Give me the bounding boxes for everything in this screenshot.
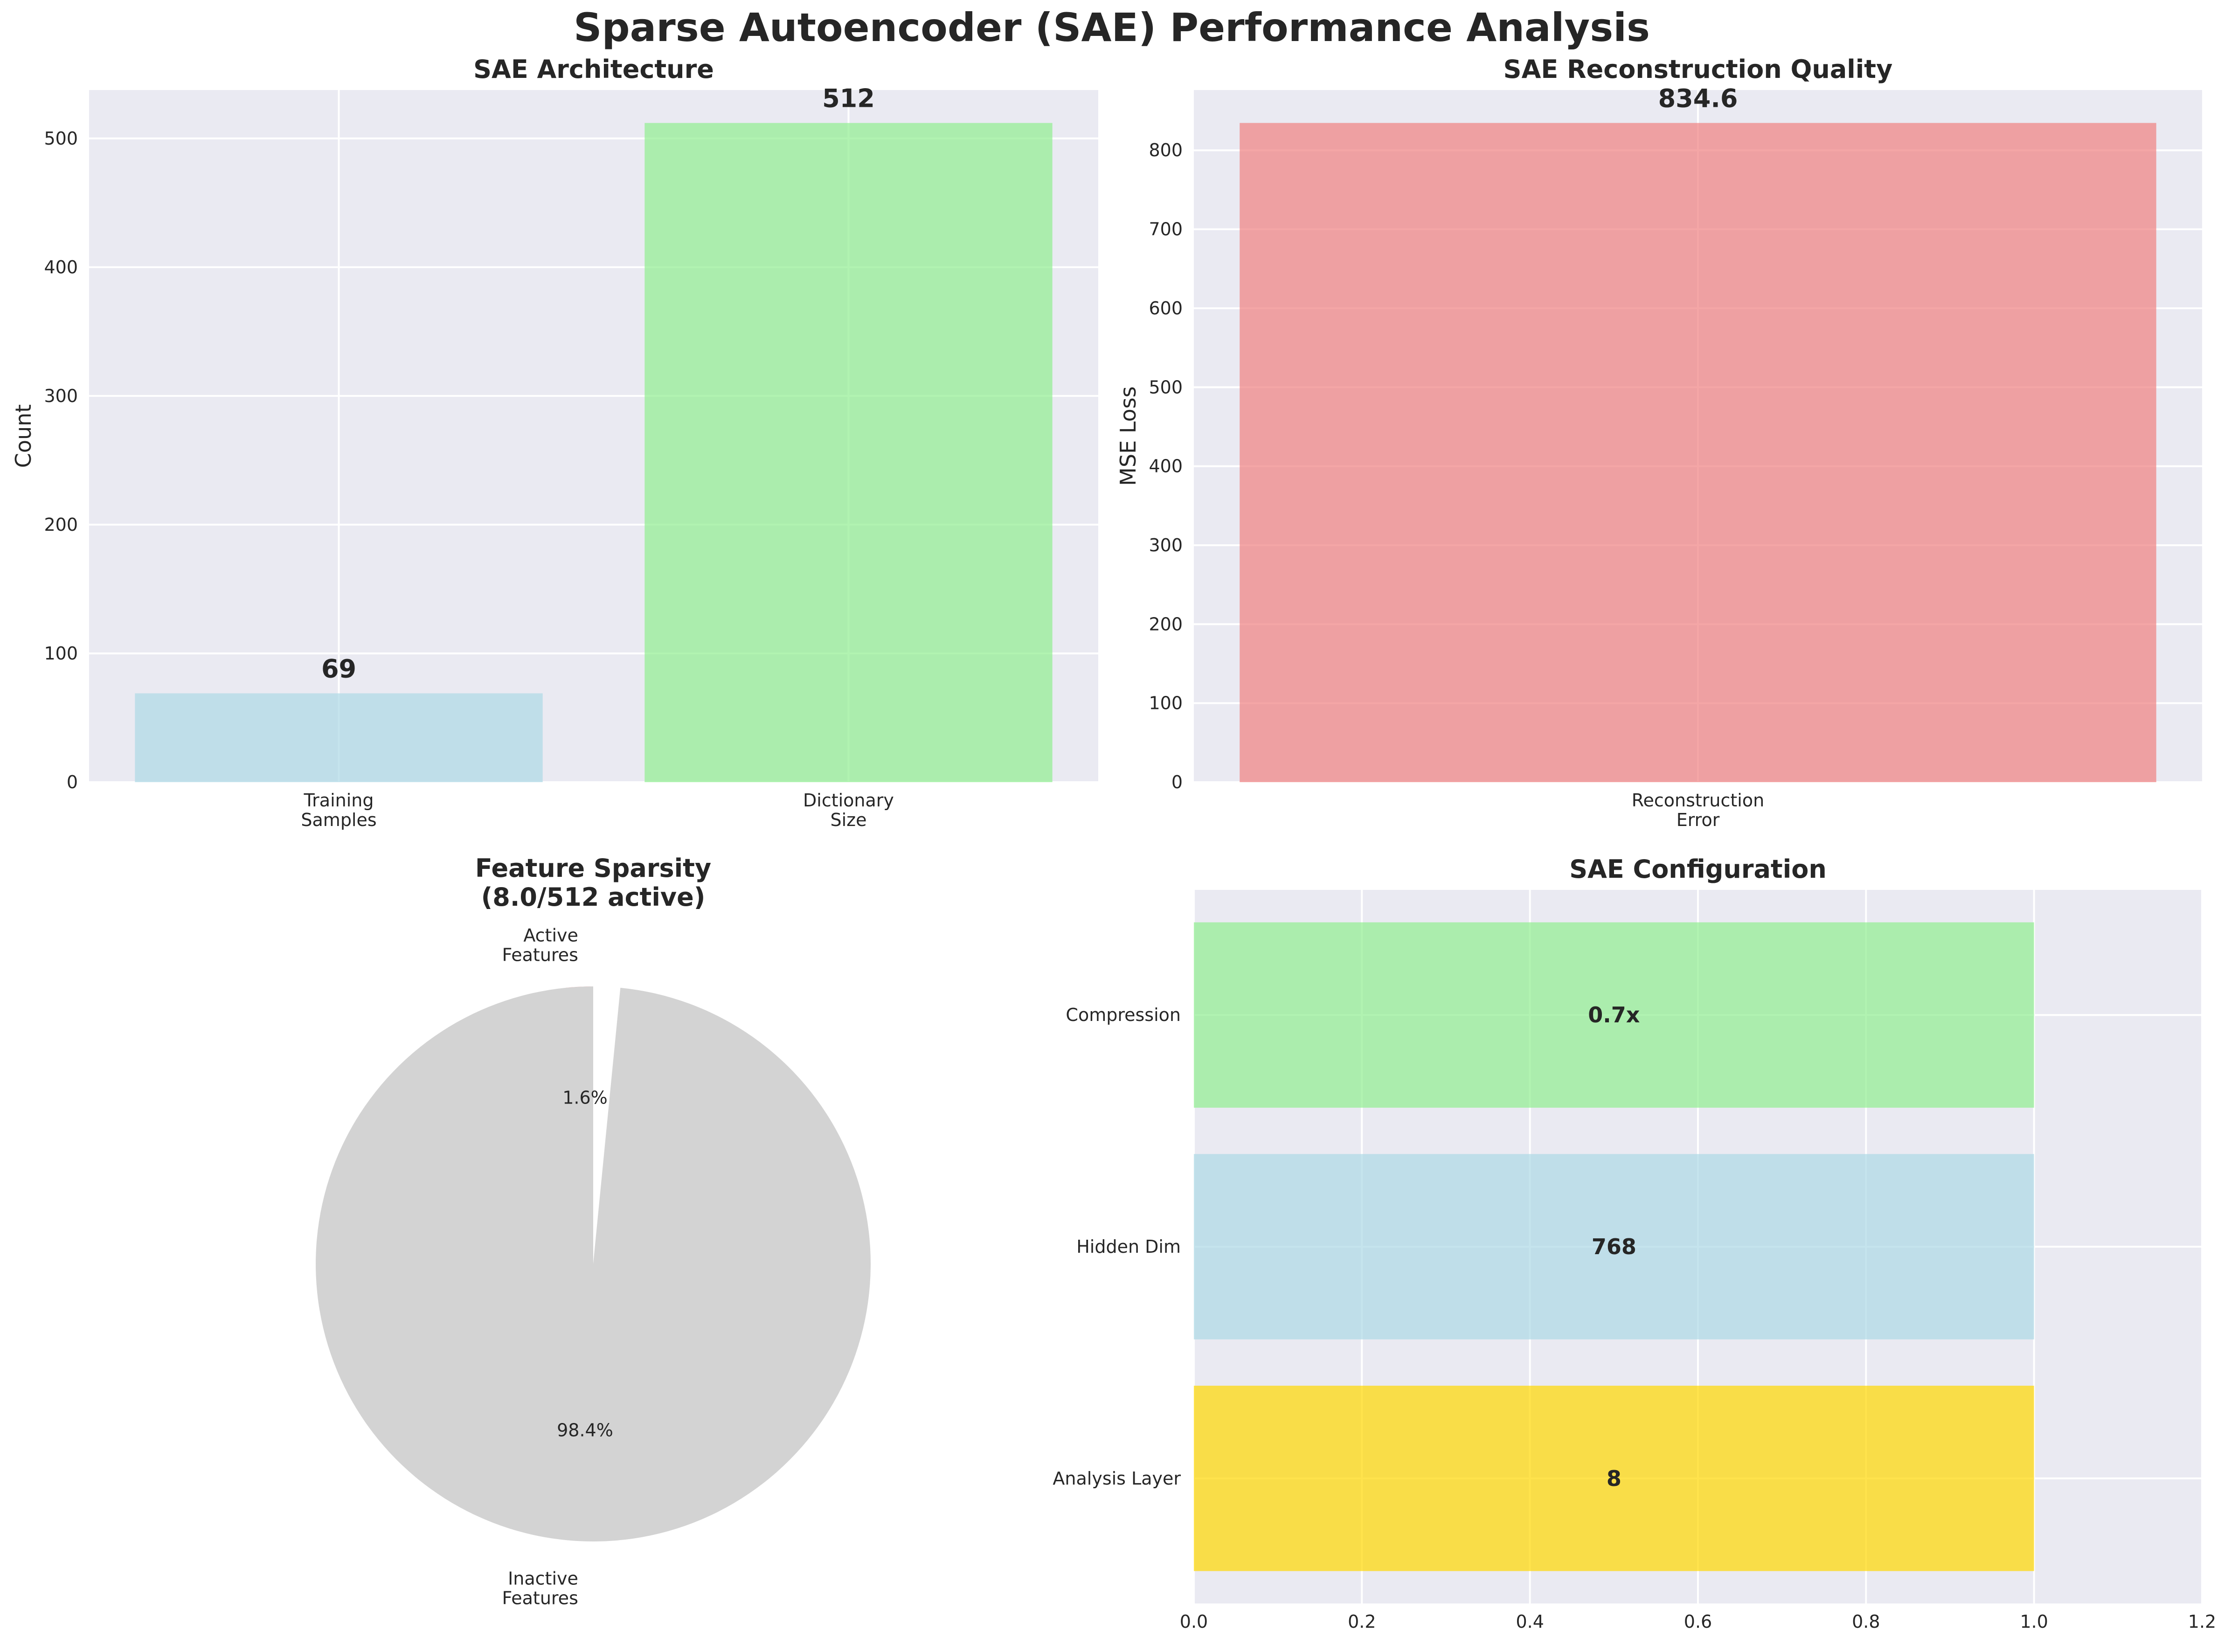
p1-ytick-label: 200 — [44, 514, 78, 535]
configuration-xtick-label: 0.2 — [1348, 1611, 1376, 1632]
reconstruction-title: SAE Reconstruction Quality — [1503, 55, 1893, 84]
configuration-ytick-label: Analysis Layer — [1053, 1468, 1181, 1489]
configuration-ytick-label: Compression — [1066, 1005, 1181, 1025]
p1-ytick-label: 500 — [44, 128, 78, 149]
reconstruction-chart: 834.6 0 100 200 300 400 500 600 700 800 Reconstru… — [1115, 55, 2202, 830]
configuration-xtick-label: 0.8 — [1852, 1611, 1880, 1632]
sparsity-slice-label: Active Features — [502, 925, 578, 965]
sparsity-slice — [316, 986, 871, 1541]
configuration-ytick-label: Hidden Dim — [1076, 1236, 1181, 1257]
p2-ytick-label: 700 — [1149, 219, 1183, 240]
configuration-ticks: 0.0 0.2 0.4 0.6 0.8 1.0 1.2 Analysis Layer Hidde… — [1053, 1005, 2216, 1632]
p2-bar — [1240, 123, 2156, 782]
p2-ytick-label: 600 — [1149, 298, 1183, 319]
reconstruction-bars: 834.6 — [1240, 84, 2156, 782]
p1-value-label: 69 — [321, 654, 356, 684]
configuration-value-label: 8 — [1607, 1466, 1621, 1491]
p2-xtick-label: Reconstruction Error — [1632, 790, 1764, 830]
configuration-bar — [1194, 1386, 2034, 1571]
figure-title: Sparse Autoencoder (SAE) Performance Ana… — [574, 5, 1650, 50]
configuration-xtick-label: 0.4 — [1516, 1611, 1544, 1632]
p2-value-label: 834.6 — [1658, 84, 1738, 113]
configuration-title: SAE Configuration — [1569, 854, 1827, 884]
architecture-y-axis-label: Count — [11, 404, 36, 468]
configuration-value-label: 0.7x — [1588, 1002, 1640, 1027]
architecture-chart: 69 512 0 100 200 300 400 500 Training Samples Dic… — [11, 55, 1098, 830]
configuration-bar — [1194, 922, 2034, 1108]
sparsity-labels: 1.6% Active Features 98.4% Inactive Features — [502, 925, 613, 1608]
configuration-value-label: 768 — [1592, 1234, 1636, 1259]
sparsity-title-text: Feature Sparsity (8.0/512 active) — [475, 854, 711, 912]
p1-ytick-label: 100 — [44, 643, 78, 664]
p2-ytick-label: 400 — [1149, 456, 1183, 477]
configuration-bars: 8 768 0.7x — [1194, 922, 2034, 1571]
reconstruction-y-axis-label: MSE Loss — [1115, 386, 1141, 486]
sparsity-slice-label: Inactive Features — [502, 1569, 578, 1609]
architecture-title: SAE Architecture — [473, 55, 714, 84]
configuration-xtick-label: 0.0 — [1180, 1611, 1208, 1632]
p2-ytick-label: 300 — [1149, 535, 1183, 555]
sparsity-slices — [316, 986, 871, 1541]
sparsity-chart: Feature Sparsity (8.0/512 active) 1.6% Act… — [316, 854, 871, 1609]
p1-xtick-label: Training Samples — [301, 790, 376, 830]
configuration-xtick-label: 1.0 — [2020, 1611, 2048, 1632]
architecture-bars: 69 512 — [135, 84, 1053, 783]
configuration-chart: 8 768 0.7x 0.0 0.2 0.4 0.6 0.8 1.0 1.2 Analysis L… — [1053, 854, 2216, 1632]
p1-bar — [644, 123, 1053, 783]
configuration-bar — [1194, 1154, 2034, 1340]
configuration-xtick-label: 1.2 — [2188, 1611, 2216, 1632]
p1-ytick-label: 400 — [44, 257, 78, 278]
p2-ytick-label: 0 — [1171, 772, 1183, 792]
sparsity-percent-label: 98.4% — [557, 1420, 613, 1441]
p1-ytick-label: 0 — [67, 772, 78, 792]
p2-ytick-label: 800 — [1149, 140, 1183, 160]
architecture-ticks: 0 100 200 300 400 500 Training Samples Dictionar… — [44, 128, 894, 830]
sparsity-percent-label: 1.6% — [562, 1087, 608, 1108]
p1-xtick-label: Dictionary Size — [803, 790, 894, 830]
p1-value-label: 512 — [822, 84, 875, 113]
p1-bar — [135, 693, 543, 782]
configuration-xtick-label: 0.6 — [1684, 1611, 1712, 1632]
p1-ytick-label: 300 — [44, 386, 78, 406]
p2-ytick-label: 200 — [1149, 614, 1183, 634]
sparsity-title: Feature Sparsity (8.0/512 active) — [475, 854, 711, 912]
p2-ytick-label: 100 — [1149, 693, 1183, 714]
p2-ytick-label: 500 — [1149, 377, 1183, 397]
reconstruction-ticks: 0 100 200 300 400 500 600 700 800 Reconstruction E… — [1149, 140, 1764, 830]
